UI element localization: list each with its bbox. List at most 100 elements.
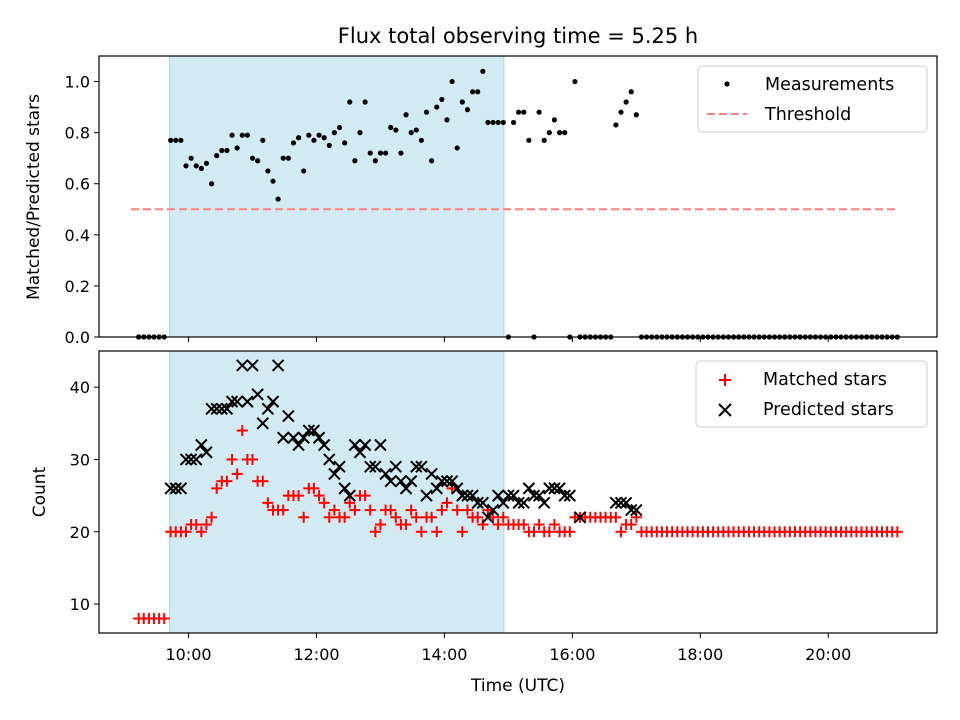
measurements-point <box>336 124 343 131</box>
measurements-point <box>367 150 373 156</box>
measurements-point <box>423 109 430 115</box>
predicted-stars-point <box>420 489 433 502</box>
predicted-stars-point <box>404 474 418 488</box>
predicted-stars-point <box>220 402 234 416</box>
measurements-point <box>285 155 291 161</box>
chart-title: Flux total observing time = 5.25 h <box>338 24 698 48</box>
predicted-stars-point <box>200 446 213 459</box>
predicted-stars-point <box>374 438 387 452</box>
measurements-point <box>388 124 394 131</box>
measurements-point <box>357 130 363 136</box>
measurements-point <box>551 117 558 123</box>
matched-stars-point <box>564 526 576 538</box>
predicted-stars-point <box>277 431 290 444</box>
measurements-point <box>382 150 389 156</box>
measurements-point <box>403 112 409 118</box>
measurements-point <box>244 132 251 138</box>
y-tick-label: 0.0 <box>65 328 90 347</box>
matched-stars-point <box>426 511 438 523</box>
measurements-point <box>234 145 240 151</box>
measurements-point <box>434 104 440 110</box>
y-tick-label: 0.2 <box>65 277 90 296</box>
predicted-stars-point <box>297 431 310 444</box>
predicted-stars-point <box>466 489 479 502</box>
predicted-stars-point <box>379 467 392 481</box>
matched-stars-point <box>533 519 545 531</box>
bottom-legend: Matched stars Predicted stars <box>695 360 928 428</box>
predicted-stars-point <box>312 431 326 444</box>
top-panel: 0.0 0.2 0.4 0.6 0.8 1.0 Matched/Predicted sta… <box>24 55 938 347</box>
matched-stars-point <box>492 519 504 531</box>
matched-stars-point <box>610 511 622 523</box>
matched-stars-point <box>323 511 335 523</box>
predicted-stars-point <box>461 489 474 502</box>
measurements-point <box>613 122 619 128</box>
predicted-stars-point <box>573 511 587 524</box>
matched-stars-point <box>308 482 320 494</box>
predicted-stars-point <box>497 496 510 510</box>
top-legend-box <box>697 65 928 133</box>
matched-stars-point <box>410 511 422 523</box>
matched-stars-point <box>431 526 443 538</box>
measurements-point <box>408 130 414 136</box>
matched-stars-point <box>405 504 417 516</box>
measurements-point <box>321 135 327 141</box>
measurements-point <box>454 145 460 151</box>
measurements-point <box>444 117 450 123</box>
y-tick-label: 30 <box>70 450 90 469</box>
x-axis-label: Time (UTC) <box>470 676 565 696</box>
matched-stars-point <box>257 475 269 487</box>
matched-stars-point <box>339 511 351 523</box>
measurements-point <box>413 127 419 133</box>
bottom-axes-frame <box>98 350 938 634</box>
measurements-point <box>623 99 629 105</box>
bottom-x-ticks: 10:00 12:00 14:00 16:00 18:00 20:00 <box>166 633 851 664</box>
measurements-point <box>377 150 384 156</box>
matched-stars-point <box>615 526 627 538</box>
matched-stars-point <box>190 519 202 531</box>
measurements-point <box>459 99 465 105</box>
matched-stars-point <box>415 526 427 538</box>
predicted-stars-point <box>394 474 408 488</box>
top-panel-marks <box>130 68 900 340</box>
matched-stars-point <box>262 497 274 509</box>
predicted-stars-point <box>256 417 269 430</box>
measurements-point <box>429 158 435 164</box>
measurements-point <box>260 137 266 143</box>
predicted-stars-point <box>517 496 530 510</box>
measurements-point <box>633 112 639 118</box>
measurements-point <box>229 132 235 138</box>
matched-stars-point <box>385 504 397 516</box>
predicted-stars-point <box>425 467 438 481</box>
predicted-stars-point <box>164 482 177 495</box>
predicted-stars-point <box>532 489 546 502</box>
x-tick-label: 10:00 <box>166 645 212 664</box>
predicted-stars-point <box>251 388 264 401</box>
predicted-stars-point <box>174 482 188 495</box>
measurements-point <box>618 109 624 115</box>
measurements-point <box>418 137 425 143</box>
top-legend: Measurements Threshold <box>697 65 928 133</box>
predicted-stars-point <box>292 438 305 452</box>
predicted-stars-point <box>451 482 464 495</box>
measurements-point <box>490 119 496 126</box>
predicted-stars-point <box>195 438 208 452</box>
bottom-y-axis-label: Count <box>30 466 50 517</box>
measurements-point <box>331 130 338 136</box>
measurements-point <box>203 160 210 166</box>
predicted-stars-point <box>230 395 244 408</box>
matched-stars-point <box>211 482 223 494</box>
predicted-stars-point <box>445 474 459 488</box>
legend-matched-label: Matched stars <box>763 370 887 390</box>
predicted-stars-point <box>614 496 628 510</box>
predicted-stars-point <box>543 482 556 495</box>
measurements-point <box>249 155 256 161</box>
measurements-point <box>439 96 445 103</box>
y-tick-label: 0.4 <box>65 226 90 245</box>
measurements-point <box>255 158 261 164</box>
predicted-stars-point <box>317 438 331 452</box>
predicted-stars-point <box>415 460 428 473</box>
predicted-stars-point <box>389 460 403 473</box>
matched-stars-point <box>293 490 305 502</box>
